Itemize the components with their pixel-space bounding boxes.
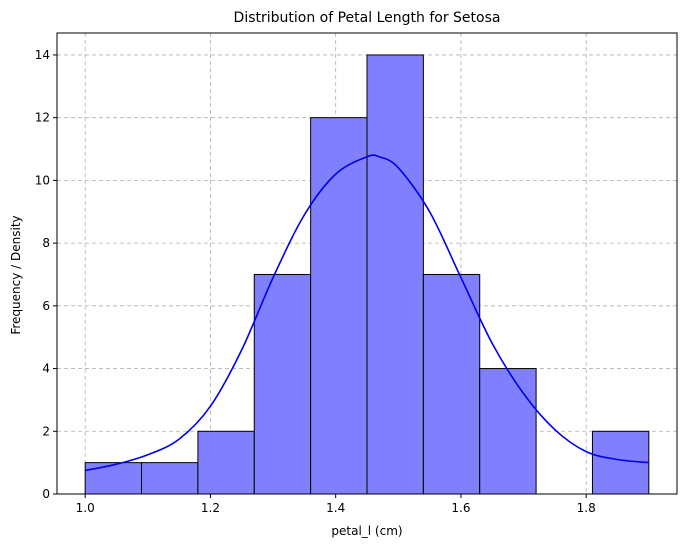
y-tick-label-3: 6 <box>42 299 50 313</box>
x-tick-label-1: 1.2 <box>201 501 220 515</box>
histogram-bar-0 <box>84 462 143 495</box>
histogram-bar-7 <box>479 368 537 495</box>
x-axis-label: petal_l (cm) <box>331 524 402 538</box>
histogram-bar-5 <box>366 54 424 495</box>
y-axis-ticks: 0 2 4 6 8 10 12 14 <box>35 48 57 501</box>
histogram-bar-1 <box>141 462 199 495</box>
x-tick-label-0: 1.0 <box>76 501 95 515</box>
histogram-bar-6 <box>422 273 481 495</box>
x-axis-ticks: 1.0 1.2 1.4 1.6 1.8 <box>76 494 596 515</box>
x-tick-label-4: 1.8 <box>577 501 596 515</box>
y-tick-label-0: 0 <box>42 487 50 501</box>
kde-curve <box>85 154 649 472</box>
histogram-bar-3 <box>253 273 312 495</box>
x-tick-label-3: 1.6 <box>451 501 470 515</box>
y-tick-label-6: 12 <box>35 111 50 125</box>
y-tick-label-7: 14 <box>35 48 50 62</box>
y-axis-label: Frequency / Density <box>9 215 23 334</box>
histogram-bar-2 <box>197 430 255 495</box>
y-tick-label-2: 4 <box>42 362 50 376</box>
plot-frame <box>56 32 678 495</box>
histogram-bar-4 <box>310 117 368 495</box>
chart-title: Distribution of Petal Length for Setosa <box>234 10 501 26</box>
y-tick-label-5: 10 <box>35 173 50 187</box>
histogram-bars <box>84 54 650 495</box>
y-tick-label-1: 2 <box>42 424 50 438</box>
x-tick-label-2: 1.4 <box>326 501 345 515</box>
y-tick-label-4: 8 <box>42 236 50 250</box>
